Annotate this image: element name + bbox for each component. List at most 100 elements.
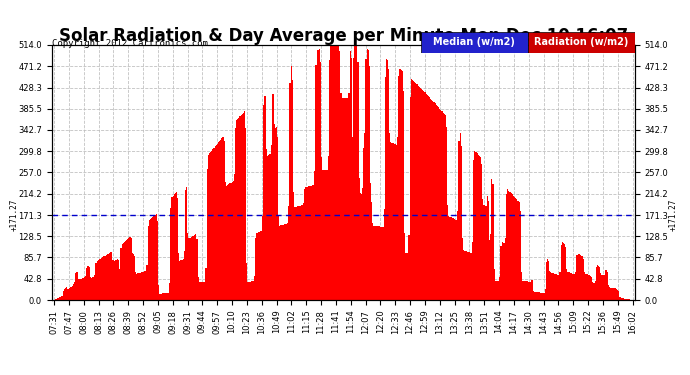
Bar [66,286,67,300]
Bar [347,98,348,300]
Bar [433,102,435,300]
Bar [286,224,287,300]
Bar [176,192,177,300]
Bar [471,253,472,300]
Bar [289,83,290,300]
Bar [334,46,335,300]
Bar [423,91,424,300]
Bar [579,254,580,300]
Bar [137,273,139,300]
Bar [387,60,388,300]
Bar [144,271,146,300]
Bar [327,170,328,300]
Bar [394,144,395,300]
Bar [279,225,280,300]
Bar [479,156,480,300]
Bar [549,271,551,300]
Bar [254,276,255,300]
Bar [206,170,208,300]
Bar [541,292,542,300]
Bar [221,138,222,300]
Bar [599,267,600,300]
Bar [116,260,117,300]
Bar [174,194,175,300]
Bar [328,156,329,300]
Bar [384,209,385,300]
Bar [241,114,243,300]
Bar [582,256,583,300]
Bar [407,253,408,300]
Bar [329,60,331,300]
Bar [348,93,350,300]
Bar [468,252,469,300]
Bar [413,81,414,300]
Bar [389,133,391,300]
Bar [55,299,56,300]
Bar [613,288,614,300]
Bar [529,282,530,300]
Bar [456,220,457,300]
Bar [278,215,279,300]
Bar [302,205,303,300]
Bar [426,95,428,300]
Bar [565,248,566,300]
Bar [474,151,475,300]
Bar [233,181,234,300]
Bar [130,238,132,300]
Bar [354,46,355,300]
Bar [203,282,204,300]
Bar [535,292,537,300]
Bar [208,155,209,300]
Bar [419,87,420,300]
Bar [143,272,144,300]
Bar [90,276,91,300]
Bar [209,153,210,300]
Bar [238,118,239,300]
Bar [253,281,254,300]
Bar [353,58,354,300]
Bar [558,275,560,300]
Bar [498,282,500,300]
Bar [537,292,538,300]
Text: +171.27: +171.27 [668,199,677,231]
Bar [235,128,236,300]
Bar [170,208,171,300]
Bar [175,193,176,300]
Bar [371,202,372,300]
Bar [192,236,193,300]
Bar [576,255,578,300]
Bar [546,262,547,300]
Bar [148,226,149,300]
Bar [187,232,188,300]
Bar [488,201,489,300]
Bar [361,194,362,300]
Bar [526,282,528,300]
Bar [607,272,608,300]
Bar [319,50,320,300]
Bar [280,225,282,300]
Bar [110,252,111,300]
Bar [70,287,72,300]
Bar [406,253,407,300]
Bar [128,238,130,300]
Bar [591,277,592,300]
Bar [410,97,411,300]
Bar [520,211,521,300]
Bar [352,137,353,300]
Bar [382,227,384,300]
Bar [421,89,422,300]
Bar [581,256,582,300]
Bar [338,45,339,300]
Bar [504,243,505,300]
Bar [312,185,313,300]
Bar [428,96,429,300]
Bar [511,193,512,300]
Bar [318,50,319,300]
Bar [202,282,203,300]
Text: +171.27: +171.27 [10,199,19,231]
Bar [454,219,455,300]
Bar [540,292,541,300]
Bar [260,231,261,300]
Bar [162,294,164,300]
Bar [135,272,136,300]
